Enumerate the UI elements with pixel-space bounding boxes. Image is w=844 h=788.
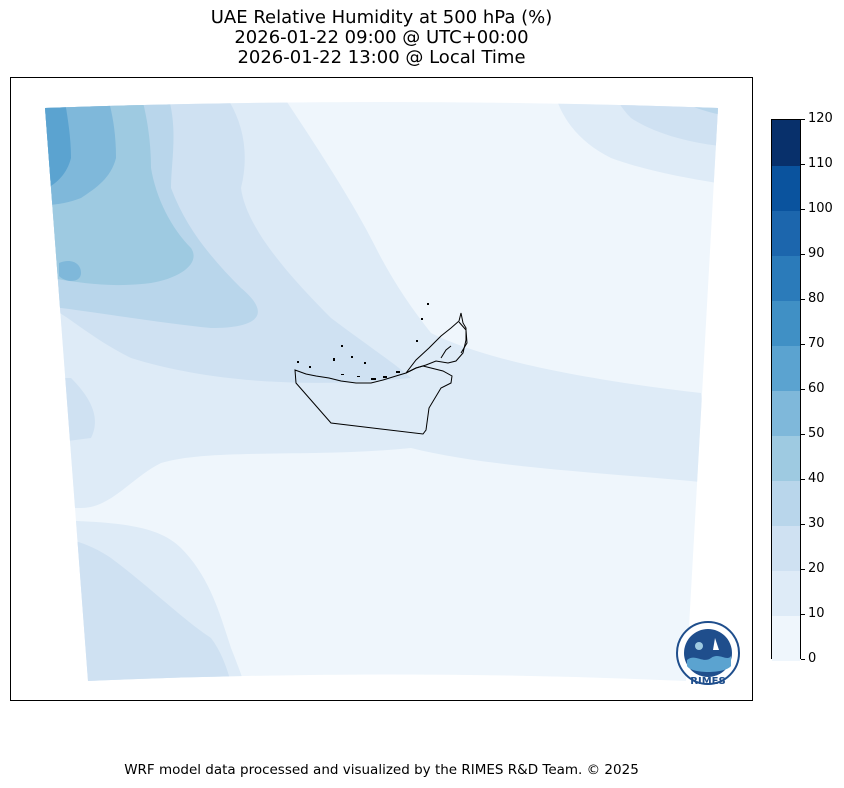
colorbar-tick-label: 40 [808,471,825,486]
colorbar-tick [801,659,805,660]
footer-credit: WRF model data processed and visualized … [124,762,639,778]
logo-text: RIMES [690,676,726,687]
colorbar-tick [801,614,805,615]
colorbar-tick-label: 10 [808,606,825,621]
rh-level-60-70 [45,102,71,193]
colorbar-tick-label: 0 [808,651,817,666]
map-frame [10,77,753,701]
uae-islands [297,303,429,380]
colorbar-band [772,570,800,616]
colorbar-band [772,345,800,391]
map-title: UAE Relative Humidity at 500 hPa (%) 202… [10,8,753,68]
colorbar [771,119,801,661]
colorbar-band [772,165,800,211]
colorbar-band [772,255,800,301]
colorbar-tick-label: 110 [808,156,833,171]
colorbar-band [772,120,800,166]
colorbar-tick [801,254,805,255]
uae-boundary [294,312,468,435]
colorbar-tick-label: 60 [808,381,825,396]
colorbar-tick [801,344,805,345]
colorbar-tick [801,479,805,480]
colorbar-tick-label: 90 [808,246,825,261]
colorbar-tick [801,209,805,210]
title-line-2: 2026-01-22 09:00 @ UTC+00:00 [234,27,529,48]
colorbar-tick-label: 20 [808,561,825,576]
colorbar-tick-label: 50 [808,426,825,441]
colorbar-band [772,615,800,661]
colorbar-tick [801,434,805,435]
rimes-emblem-icon [676,621,740,685]
colorbar-band [772,435,800,481]
title-line-1: UAE Relative Humidity at 500 hPa (%) [210,7,553,28]
colorbar-tick-label: 100 [808,201,833,216]
colorbar-tick-label: 120 [808,111,833,126]
colorbar-band [772,390,800,436]
colorbar-tick-label: 80 [808,291,825,306]
title-line-3: 2026-01-22 13:00 @ Local Time [237,47,526,68]
rh-level-20-30-northeast [611,102,718,148]
humidity-map [45,102,718,681]
rimes-logo: RIMES [675,620,741,690]
colorbar-band [772,210,800,256]
colorbar-tick [801,389,805,390]
colorbar-tick-label: 30 [808,516,825,531]
colorbar-tick [801,524,805,525]
colorbar-tick [801,299,805,300]
colorbar-tick [801,119,805,120]
colorbar-tick [801,164,805,165]
colorbar-band [772,525,800,571]
rh-level-50-60-spot [59,261,81,281]
colorbar-band [772,480,800,526]
colorbar-tick [801,569,805,570]
colorbar-tick-label: 70 [808,336,825,351]
colorbar-band [772,300,800,346]
